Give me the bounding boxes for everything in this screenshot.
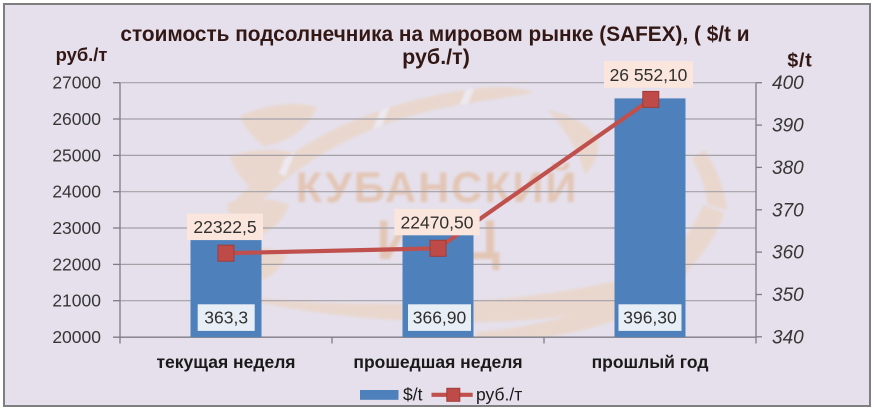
- svg-text:360: 360: [772, 243, 804, 264]
- svg-text:400: 400: [772, 73, 804, 94]
- svg-text:350: 350: [772, 285, 804, 306]
- svg-text:22000: 22000: [52, 254, 101, 274]
- svg-text:23000: 23000: [52, 218, 101, 238]
- svg-text:прошлый год: прошлый год: [592, 352, 709, 372]
- svg-text:396,30: 396,30: [623, 308, 677, 328]
- svg-text:прошедшая неделя: прошедшая неделя: [353, 352, 522, 372]
- svg-text:руб./т: руб./т: [476, 385, 522, 405]
- svg-text:370: 370: [772, 200, 804, 221]
- svg-text:21000: 21000: [52, 291, 101, 311]
- svg-text:22322,5: 22322,5: [193, 217, 256, 237]
- svg-text:27000: 27000: [52, 73, 101, 93]
- svg-text:$/t: $/t: [403, 385, 423, 405]
- svg-text:366,90: 366,90: [413, 308, 467, 328]
- svg-text:22470,50: 22470,50: [401, 212, 474, 232]
- svg-text:25000: 25000: [52, 145, 101, 165]
- svg-text:20000: 20000: [52, 327, 101, 347]
- svg-text:26000: 26000: [52, 109, 101, 129]
- svg-text:26 552,10: 26 552,10: [610, 65, 688, 85]
- svg-text:$/t: $/t: [787, 50, 812, 72]
- svg-text:текущая неделя: текущая неделя: [156, 352, 295, 372]
- svg-text:стоимость подсолнечника на мир: стоимость подсолнечника на мировом рынке…: [120, 23, 749, 46]
- svg-text:руб./т): руб./т): [402, 45, 470, 69]
- svg-text:руб./т: руб./т: [56, 44, 108, 65]
- svg-text:340: 340: [772, 327, 804, 348]
- svg-text:380: 380: [772, 158, 804, 179]
- svg-text:КУБАНСКИЙ: КУБАНСКИЙ: [296, 163, 579, 212]
- svg-text:390: 390: [772, 116, 804, 137]
- svg-text:363,3: 363,3: [204, 308, 248, 328]
- svg-text:24000: 24000: [52, 182, 101, 202]
